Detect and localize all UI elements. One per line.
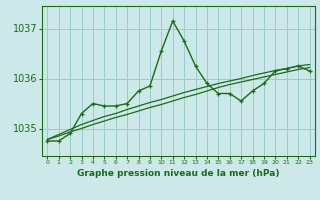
X-axis label: Graphe pression niveau de la mer (hPa): Graphe pression niveau de la mer (hPa) [77, 169, 280, 178]
